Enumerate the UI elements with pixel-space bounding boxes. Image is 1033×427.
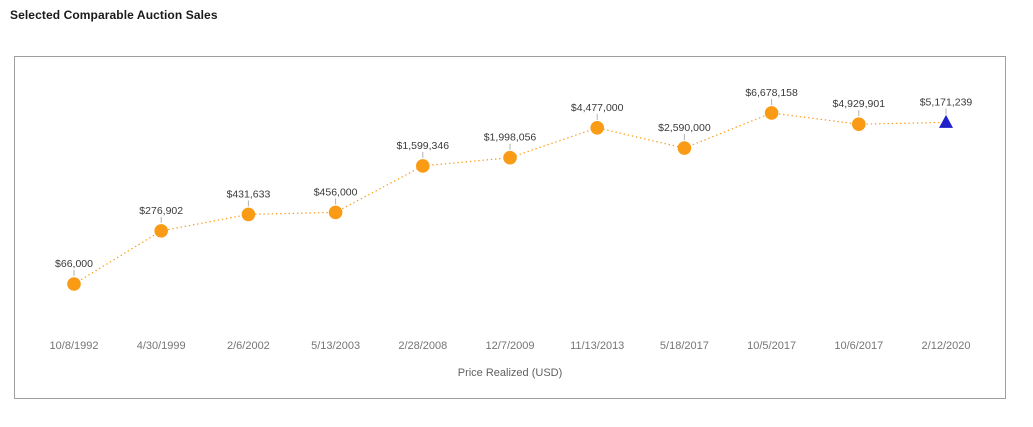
value-label: $66,000 [55,258,93,270]
series-line [73,112,947,285]
x-tick-label: 10/6/2017 [834,340,883,352]
auction-sales-line-chart: $66,000 10/8/1992 $276,902 4/30/1999 $431,63… [50,87,973,352]
x-tick-label: 4/30/1999 [137,340,186,352]
value-label: $276,902 [139,205,183,217]
value-label: $4,477,000 [571,102,624,114]
data-point[interactable] [852,117,866,132]
data-point[interactable] [590,120,604,135]
chart-title: Selected Comparable Auction Sales [10,8,218,22]
x-tick-label: 10/8/1992 [50,340,99,352]
data-point-triangle[interactable] [939,114,953,128]
value-label: $2,590,000 [658,122,711,134]
x-tick-label: 2/28/2008 [398,340,447,352]
data-point[interactable] [67,277,81,291]
data-point[interactable] [503,150,517,165]
x-tick-label: 11/13/2013 [570,340,624,352]
value-label: $5,171,239 [920,96,973,108]
value-label: $456,000 [314,186,358,198]
data-point[interactable] [416,159,430,173]
value-label: $431,633 [227,188,271,200]
data-point[interactable] [677,141,692,155]
x-tick-label: 10/5/2017 [747,340,796,352]
data-point[interactable] [328,205,343,220]
value-label: $4,929,901 [833,98,886,110]
chart-panel: $66,000 10/8/1992 $276,902 4/30/1999 $431,63… [14,56,1006,399]
x-tick-label: 12/7/2009 [486,340,535,352]
data-point[interactable] [764,106,779,120]
value-label: $1,998,056 [484,132,537,144]
data-point[interactable] [154,224,168,238]
xaxis-title: Price Realized (USD) [457,367,563,379]
value-label: $1,599,346 [397,140,450,152]
x-tick-label: 2/12/2020 [922,340,971,352]
x-tick-label: 2/6/2002 [227,340,270,352]
x-tick-label: 5/18/2017 [660,340,709,352]
data-point[interactable] [241,207,256,222]
x-tick-label: 5/13/2003 [311,340,360,352]
value-label: $6,678,158 [745,87,798,99]
